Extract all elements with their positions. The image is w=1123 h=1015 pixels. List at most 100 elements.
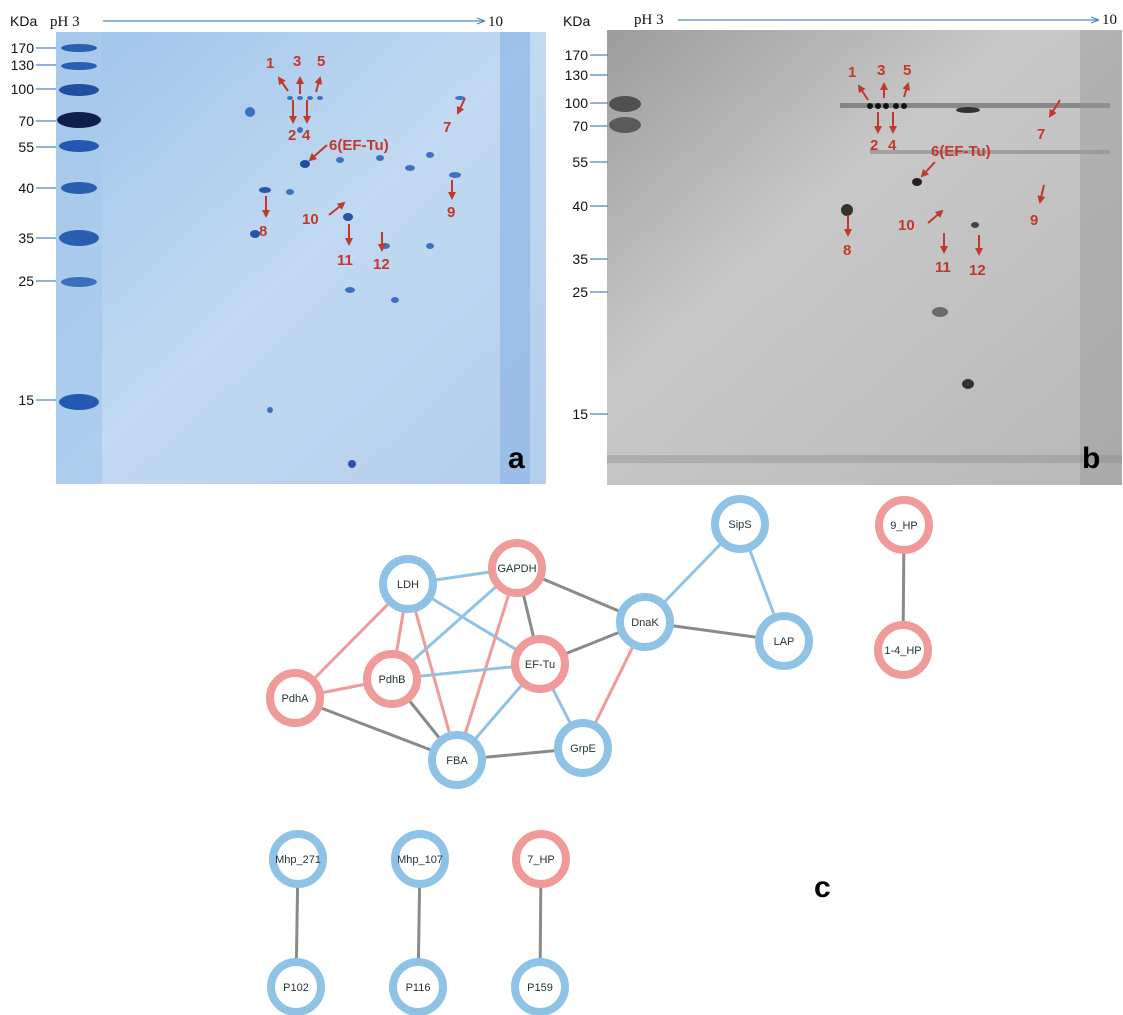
spot-label: 3 xyxy=(293,53,301,70)
network-node-label: EF-Tu xyxy=(525,659,555,671)
network-node-GrpE[interactable]: GrpE xyxy=(554,719,612,777)
panel-b-marker-label: 40 xyxy=(572,198,588,214)
panel-b-kda-label: KDa xyxy=(563,13,590,29)
network-node-P102[interactable]: P102 xyxy=(267,958,325,1015)
network-node-label: 9_HP xyxy=(890,520,918,532)
panel-a-marker-label: 170 xyxy=(11,40,35,56)
network-node-label: Mhp_107 xyxy=(397,854,443,866)
panel-a-marker-label: 70 xyxy=(18,113,34,129)
network-node-circle xyxy=(512,830,570,888)
spot-label: 8 xyxy=(843,242,851,259)
network-node-label: P102 xyxy=(283,982,309,994)
network-node-P116[interactable]: P116 xyxy=(389,958,447,1015)
panel-b-marker-label: 130 xyxy=(565,67,589,83)
panel-b-marker-label: 170 xyxy=(565,47,589,63)
network-node-1-4_HP[interactable]: 1-4_HP xyxy=(874,621,932,679)
panel-a-ph-end: 10 xyxy=(488,14,503,30)
network-node-label: 7_HP xyxy=(527,854,555,866)
panel-a-gel xyxy=(56,32,546,484)
spot-label: 7 xyxy=(443,119,451,136)
network-node-circle xyxy=(379,555,437,613)
spot-label: 5 xyxy=(903,62,911,79)
panel-b-markers: 170 130 100 70 55 40 35 25 15 xyxy=(565,47,608,422)
panel-a-marker-label: 40 xyxy=(18,180,34,196)
network-node-circle xyxy=(488,539,546,597)
network-node-LDH[interactable]: LDH xyxy=(379,555,437,613)
spot-label: 10 xyxy=(898,217,915,234)
network-node-circle xyxy=(267,958,325,1015)
network-node-circle xyxy=(269,830,327,888)
network-node-label: LDH xyxy=(397,579,419,591)
spot-label: 9 xyxy=(1030,212,1038,229)
network-node-SipS[interactable]: SipS xyxy=(711,495,769,553)
panel-b-marker-label: 35 xyxy=(572,251,588,267)
network-node-PdhB[interactable]: PdhB xyxy=(363,650,421,708)
panel-b-letter: b xyxy=(1082,442,1100,475)
network-node-label: 1-4_HP xyxy=(884,645,921,657)
panel-a-marker-label: 100 xyxy=(11,81,35,97)
network-node-circle xyxy=(389,958,447,1015)
panel-b-arrows xyxy=(844,82,1061,256)
network-nodes: GAPDH LDH SipS DnaK LAP PdhB EF-Tu PdhA FBA GrpE 9… xyxy=(266,495,933,1015)
panel-a-marker-label: 55 xyxy=(18,139,34,155)
network-node-Mhp_271[interactable]: Mhp_271 xyxy=(269,830,327,888)
network-node-label: Mhp_271 xyxy=(275,854,321,866)
spot-label: 4 xyxy=(302,127,311,144)
network-node-FBA[interactable]: FBA xyxy=(428,731,486,789)
panel-a-marker-label: 15 xyxy=(18,392,34,408)
spot-label: 9 xyxy=(447,204,455,221)
network-node-9_HP[interactable]: 9_HP xyxy=(875,496,933,554)
panel-a-kda-label: KDa xyxy=(10,13,37,29)
panel-a-ph-start: pH 3 xyxy=(50,14,80,30)
network-node-Mhp_107[interactable]: Mhp_107 xyxy=(391,830,449,888)
network-node-circle xyxy=(511,635,569,693)
network-node-circle xyxy=(874,621,932,679)
network-node-circle xyxy=(711,495,769,553)
network-node-EF-Tu[interactable]: EF-Tu xyxy=(511,635,569,693)
spot-label: 10 xyxy=(302,211,319,228)
panel-c-letter: c xyxy=(814,871,831,904)
spot-label: 5 xyxy=(317,53,325,70)
panel-a-letter: a xyxy=(508,442,525,475)
panel-a-ladder-bands xyxy=(57,44,101,410)
network-node-P159[interactable]: P159 xyxy=(511,958,569,1015)
panel-b-spot-labels: 1 2 3 4 5 6(EF-Tu) 7 8 9 10 11 12 xyxy=(843,62,1045,279)
network-node-label: GAPDH xyxy=(497,563,536,575)
spot-label: 6(EF-Tu) xyxy=(329,137,389,154)
network-node-circle xyxy=(511,958,569,1015)
network-node-DnaK[interactable]: DnaK xyxy=(616,593,674,651)
network-node-GAPDH[interactable]: GAPDH xyxy=(488,539,546,597)
panel-b-gel xyxy=(607,30,1122,485)
network-node-LAP[interactable]: LAP xyxy=(755,612,813,670)
network-node-label: SipS xyxy=(728,519,751,531)
panel-b-bands xyxy=(607,30,1122,485)
network-node-7_HP[interactable]: 7_HP xyxy=(512,830,570,888)
panel-a-markers: 170 130 100 70 55 40 35 25 15 xyxy=(11,40,56,408)
network-node-label: P159 xyxy=(527,982,553,994)
panel-b-marker-label: 55 xyxy=(572,154,588,170)
spot-label: 2 xyxy=(288,127,296,144)
network-node-circle xyxy=(428,731,486,789)
network-edge-GAPDH-FBA xyxy=(455,567,519,761)
panel-b-marker-label: 15 xyxy=(572,406,588,422)
network-node-label: P116 xyxy=(406,982,431,994)
panel-b-marker-label: 100 xyxy=(565,95,589,111)
panel-a-marker-label: 130 xyxy=(11,57,35,73)
panel-b-marker-label: 25 xyxy=(572,284,588,300)
spot-label: 8 xyxy=(259,223,267,240)
network-node-circle xyxy=(755,612,813,670)
panel-a-spot-labels: 1 2 3 4 5 6(EF-Tu) 7 8 9 10 11 12 xyxy=(259,53,455,273)
spot-label: 7 xyxy=(1037,126,1045,143)
spot-label: 1 xyxy=(848,64,856,81)
panel-a: KDa pH 3 10 xyxy=(10,13,546,484)
network-node-circle xyxy=(363,650,421,708)
network-node-label: PdhA xyxy=(282,693,310,705)
network-node-PdhA[interactable]: PdhA xyxy=(266,669,324,727)
panel-b-marker-label: 70 xyxy=(572,118,588,134)
network-node-label: LAP xyxy=(774,636,795,648)
panel-a-marker-lane xyxy=(56,32,102,484)
spot-label: 12 xyxy=(969,262,986,279)
network-node-circle xyxy=(266,669,324,727)
panel-b-ph-end: 10 xyxy=(1102,12,1117,28)
